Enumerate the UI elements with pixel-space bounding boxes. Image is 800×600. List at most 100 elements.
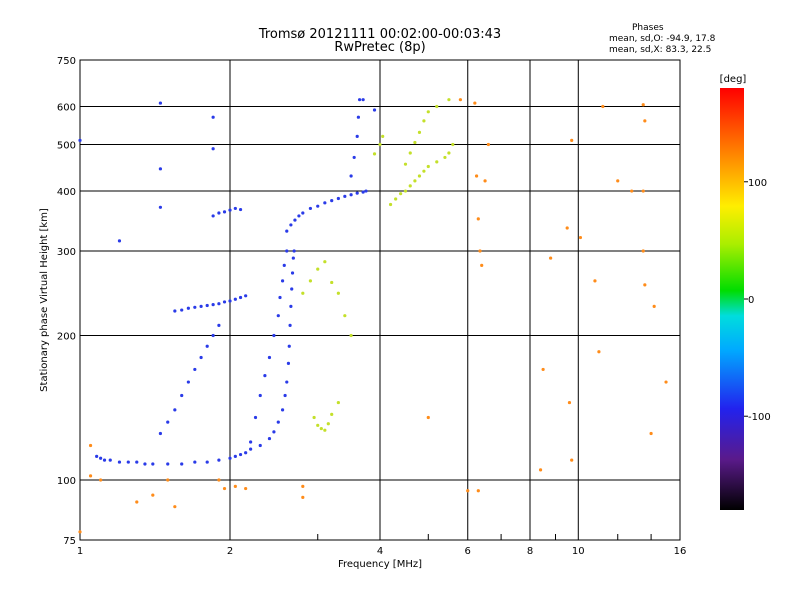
data-point bbox=[233, 297, 237, 301]
data-point bbox=[278, 295, 282, 300]
data-point bbox=[193, 367, 197, 372]
data-point bbox=[349, 174, 353, 178]
data-point bbox=[217, 478, 221, 482]
data-point bbox=[180, 393, 184, 398]
colorbar-tick-label: 100 bbox=[748, 178, 767, 189]
data-point bbox=[293, 218, 297, 222]
data-point bbox=[151, 462, 155, 466]
data-point bbox=[258, 393, 262, 398]
data-point bbox=[567, 400, 572, 405]
data-point bbox=[276, 420, 280, 424]
data-point bbox=[408, 184, 412, 188]
data-point bbox=[211, 333, 215, 338]
data-point bbox=[258, 443, 262, 448]
data-point bbox=[285, 249, 289, 253]
data-point bbox=[323, 201, 327, 205]
data-point bbox=[476, 217, 480, 221]
data-point bbox=[326, 422, 330, 426]
data-point bbox=[641, 249, 645, 253]
data-point bbox=[117, 239, 122, 243]
data-point bbox=[88, 474, 93, 478]
data-point bbox=[228, 456, 232, 460]
y-tick-label: 300 bbox=[57, 247, 76, 258]
data-point bbox=[349, 193, 353, 197]
data-point bbox=[403, 162, 408, 166]
grid-lines bbox=[80, 60, 680, 540]
data-point bbox=[330, 280, 334, 285]
data-point bbox=[211, 147, 215, 151]
data-point bbox=[285, 229, 289, 233]
data-point bbox=[199, 304, 203, 309]
data-point bbox=[289, 304, 293, 309]
data-point bbox=[222, 300, 227, 304]
data-point bbox=[228, 299, 232, 303]
data-point bbox=[287, 344, 291, 348]
x-tick-label: 16 bbox=[674, 546, 687, 557]
data-point bbox=[290, 271, 295, 275]
data-point bbox=[173, 408, 177, 412]
data-point bbox=[280, 408, 285, 412]
data-point bbox=[323, 260, 327, 264]
data-point bbox=[538, 468, 543, 472]
data-point bbox=[355, 134, 359, 138]
y-tick-label: 75 bbox=[63, 536, 76, 547]
data-point bbox=[244, 294, 248, 298]
data-point bbox=[217, 302, 221, 306]
data-point bbox=[272, 333, 276, 338]
data-point bbox=[88, 443, 93, 448]
data-point bbox=[549, 256, 553, 260]
data-point bbox=[290, 287, 294, 291]
data-point bbox=[217, 458, 221, 462]
data-point bbox=[193, 305, 197, 309]
x-tick-label: 2 bbox=[227, 546, 233, 557]
data-point bbox=[641, 103, 645, 107]
y-tick-label: 400 bbox=[57, 187, 76, 198]
data-point bbox=[166, 462, 170, 466]
data-point bbox=[222, 486, 227, 491]
data-point bbox=[630, 189, 634, 193]
data-point bbox=[288, 323, 292, 327]
x-tick-label: 1 bbox=[77, 546, 83, 557]
colorbar bbox=[720, 88, 744, 510]
data-point bbox=[451, 142, 455, 147]
x-tick-label: 8 bbox=[527, 546, 533, 557]
data-point bbox=[422, 119, 426, 123]
data-point bbox=[352, 155, 356, 160]
y-tick-label: 600 bbox=[57, 103, 76, 114]
data-point bbox=[158, 101, 163, 105]
data-point bbox=[238, 295, 243, 300]
colorbar-label: [deg] bbox=[720, 74, 747, 85]
data-point bbox=[356, 115, 360, 119]
data-point bbox=[285, 380, 289, 384]
data-point bbox=[205, 303, 209, 308]
data-point bbox=[570, 458, 574, 462]
data-point bbox=[205, 460, 209, 464]
y-tick-label: 200 bbox=[57, 332, 76, 343]
data-point bbox=[199, 355, 203, 360]
data-points bbox=[78, 98, 668, 534]
data-point bbox=[233, 484, 237, 488]
data-point bbox=[426, 164, 430, 169]
data-point bbox=[330, 199, 334, 203]
data-point bbox=[408, 151, 412, 155]
data-point bbox=[289, 223, 293, 227]
data-point bbox=[263, 374, 267, 378]
data-point bbox=[253, 415, 258, 420]
data-point bbox=[117, 460, 122, 464]
data-point bbox=[343, 194, 347, 198]
data-point bbox=[426, 110, 430, 114]
data-point bbox=[186, 380, 190, 384]
y-tick-labels: 75 100 200 300 400 500 600 750 bbox=[57, 56, 76, 547]
data-point bbox=[286, 361, 291, 365]
data-point bbox=[78, 138, 82, 142]
data-point bbox=[473, 101, 477, 105]
y-axis-label: Stationary phase Virtual Height [km] bbox=[39, 208, 50, 392]
data-point bbox=[282, 263, 286, 267]
data-point bbox=[361, 190, 365, 194]
data-point bbox=[336, 196, 340, 201]
data-point bbox=[135, 500, 139, 504]
data-point bbox=[102, 458, 107, 462]
x-axis-label: Frequency [MHz] bbox=[338, 559, 422, 570]
data-point bbox=[217, 323, 221, 327]
